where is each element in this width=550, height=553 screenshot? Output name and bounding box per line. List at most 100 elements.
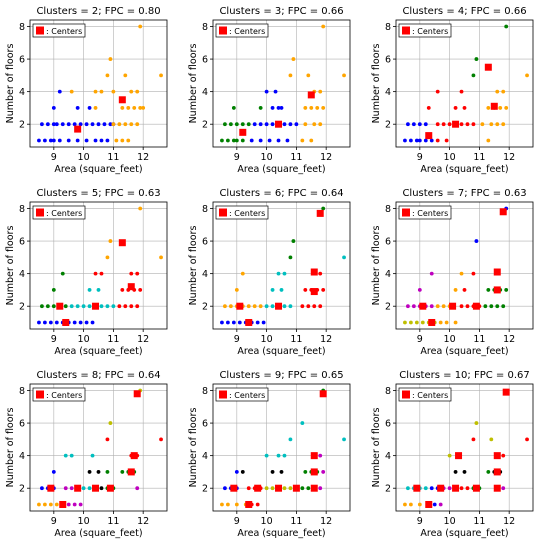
y-tick-label: 2 [19,484,25,495]
cluster-center [490,102,498,110]
data-point [93,138,98,143]
data-point [438,320,443,325]
data-point [501,453,506,458]
y-tick-label: 2 [19,302,25,313]
data-point [225,320,230,325]
y-tick-label: 6 [19,54,25,65]
data-point [246,486,251,491]
data-point [465,486,470,491]
data-point [459,271,464,276]
data-point [471,271,476,276]
data-point [318,271,323,276]
legend-center-marker [219,26,227,35]
y-axis-label: Number of floors [188,44,199,124]
subplot-1: 9 10 11 12 2 4 6 8 Clusters = 2; FPC = 0.80 Area … [5,6,168,175]
data-point [99,486,104,491]
data-point [264,122,269,127]
x-axis-label: Area (square_feet) [54,164,142,175]
x-axis-label: Area (square_feet) [237,164,325,175]
cluster-center [239,128,247,136]
plot-frame [29,201,168,330]
cluster-center [230,484,238,492]
cluster-center [316,209,324,217]
legend: : Centers [32,23,86,38]
data-point [220,320,224,325]
y-tick-label: 8 [202,204,208,215]
y-tick-label: 2 [19,120,25,131]
data-point [69,486,74,491]
data-point [459,486,464,491]
cluster-center [74,125,82,133]
y-axis-label: Number of floors [371,408,382,488]
data-point [291,239,296,243]
legend-center-marker [219,390,227,399]
x-tick-label: 12 [503,516,515,527]
data-point [447,453,452,458]
data-point [114,138,119,143]
data-point [93,106,98,110]
data-point [240,138,245,143]
cluster-center [310,468,318,476]
data-point [54,502,59,507]
y-axis-label: Number of floors [371,44,382,124]
legend-box [215,387,269,402]
data-point [453,288,458,292]
data-point [525,73,529,78]
legend-label: : Centers [412,391,448,400]
data-point [321,288,326,292]
data-point [403,138,407,143]
cluster-center [133,390,141,398]
legend-box [215,23,269,38]
legend-box [32,205,86,220]
data-point [258,122,263,127]
x-axis-label: Area (square_feet) [420,528,508,539]
data-point [270,486,275,491]
data-point [414,138,419,143]
data-point [51,122,56,127]
data-point [321,106,326,110]
data-point [231,106,236,110]
data-point [90,122,95,127]
y-tick-label: 8 [385,204,391,215]
data-point [60,122,65,127]
data-point [63,486,68,491]
data-point [417,122,422,127]
data-point [40,304,44,309]
legend: : Centers [215,205,269,220]
data-point [435,304,440,309]
legend: : Centers [215,387,269,402]
data-point [240,470,245,474]
data-point [48,502,53,507]
data-point [318,89,323,94]
legend-box [32,387,86,402]
data-point [501,486,506,491]
data-point [234,122,239,127]
x-tick-label: 12 [503,334,515,345]
data-point [234,502,239,507]
data-point [279,106,284,110]
data-point [406,304,410,309]
legend-label: : Centers [229,209,265,218]
data-point [141,106,146,110]
cluster-center [472,484,480,492]
cluster-center [493,268,501,276]
x-tick-label: 9 [51,334,57,345]
y-tick-label: 4 [19,451,25,462]
data-point [276,453,281,458]
y-tick-label: 4 [19,269,25,280]
data-point [273,89,278,94]
subplot-title: Clusters = 7; FPC = 0.63 [402,188,526,199]
cluster-center [319,390,327,398]
legend-center-marker [402,390,410,399]
y-tick-label: 4 [385,269,391,280]
cluster-center [455,452,463,460]
data-point [105,304,110,309]
data-point [447,122,452,127]
data-point [279,288,284,292]
data-point [93,271,98,276]
data-point [45,304,50,309]
data-point [453,470,458,474]
data-point [78,320,83,325]
data-point [282,453,287,458]
data-point [471,122,476,127]
